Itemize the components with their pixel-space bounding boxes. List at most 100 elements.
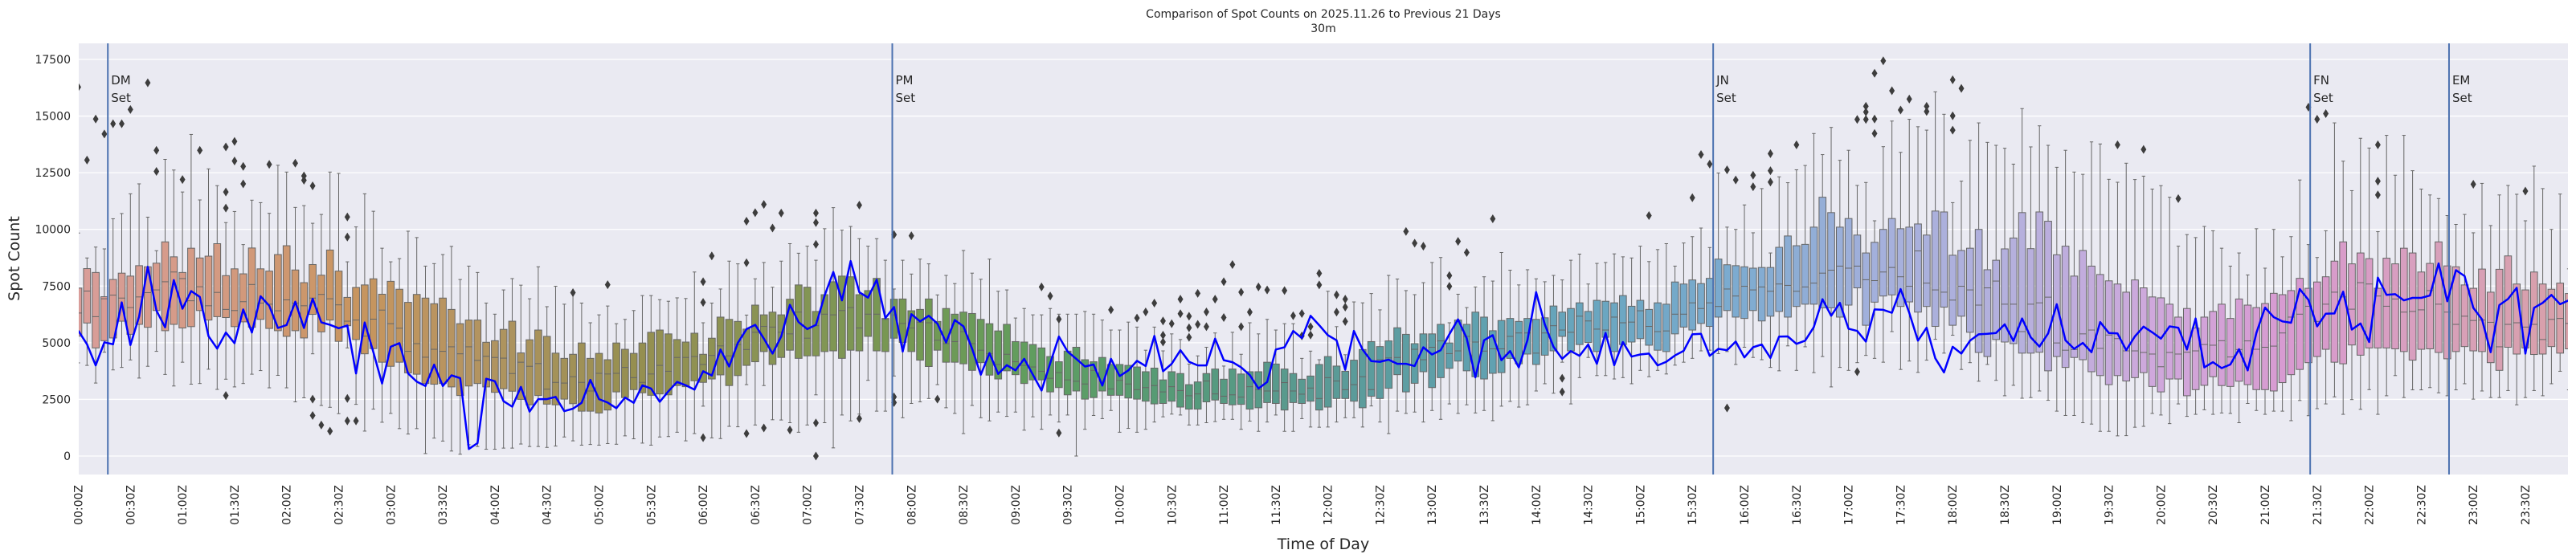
outlier-point: [301, 175, 307, 185]
box-iqr: [2113, 283, 2122, 377]
y-tick-label: 2500: [42, 393, 71, 406]
x-tick-label: 11:30Z: [1270, 485, 1283, 525]
x-tick-label: 19:30Z: [2104, 485, 2116, 525]
outlier-point: [2470, 180, 2476, 189]
outlier-point: [812, 239, 819, 249]
box-142: [1306, 350, 1315, 428]
box-242: [2174, 246, 2182, 405]
box-61: [603, 305, 612, 444]
y-tick-label: 5000: [42, 337, 71, 350]
box-iqr: [612, 342, 620, 393]
box-90: [855, 238, 864, 415]
event-label: PM: [896, 73, 914, 88]
outlier-point: [1924, 107, 1930, 116]
box-iqr: [1106, 364, 1115, 396]
box-iqr: [2312, 281, 2321, 357]
box-14: [195, 199, 204, 385]
box-iqr: [1142, 371, 1150, 402]
box-iqr: [2547, 288, 2556, 348]
box-16: [213, 185, 222, 390]
box-iqr: [412, 294, 421, 375]
box-240: [2157, 185, 2165, 416]
box-271: [2426, 194, 2435, 389]
box-229: [2061, 149, 2070, 416]
box-190: [1723, 226, 1732, 352]
x-tick-label: 18:30Z: [1999, 485, 2012, 525]
box-iqr: [92, 271, 100, 348]
box-47: [482, 302, 490, 450]
box-91: [864, 246, 873, 381]
outlier-point: [1767, 177, 1773, 187]
box-iqr: [525, 339, 534, 405]
box-215: [1940, 113, 1948, 354]
y-tick-labels: 0 2500 5000 7500 10000 12500 15000 17500: [35, 54, 71, 463]
box-30: [334, 173, 343, 414]
outlier-point: [1412, 238, 1418, 248]
box-248: [2226, 265, 2235, 414]
box-iqr: [491, 340, 499, 393]
box-iqr: [2391, 263, 2399, 349]
box-117: [1090, 313, 1098, 416]
outlier-point: [769, 223, 775, 233]
box-iqr: [1055, 361, 1063, 389]
outlier-point: [1282, 286, 1288, 295]
box-51: [517, 284, 525, 445]
box-iqr: [1610, 302, 1618, 352]
box-iqr: [1940, 211, 1948, 308]
box-269: [2408, 170, 2417, 391]
box-246: [2209, 230, 2218, 415]
outlier-point: [2374, 190, 2381, 200]
x-tick-label: 22:00Z: [2364, 485, 2377, 525]
x-tick-labels: 00:00Z 00:30Z 01:00Z 01:30Z 02:00Z 02:30Z 03:0…: [73, 485, 2533, 525]
outlier-point: [1342, 316, 1348, 326]
x-tick-label: 03:30Z: [437, 485, 450, 525]
outlier-point: [1490, 214, 1496, 223]
outlier-point: [812, 218, 819, 227]
box-110: [1028, 314, 1037, 417]
box-iqr: [1645, 308, 1654, 346]
outlier-point: [812, 418, 819, 428]
outlier-point: [743, 217, 750, 226]
box-iqr: [1072, 347, 1081, 392]
box-252: [2261, 267, 2269, 415]
box-165: [1506, 270, 1515, 402]
box-iqr: [2122, 291, 2131, 382]
box-235: [2113, 181, 2122, 437]
box-iqr: [1670, 281, 1679, 335]
box-174: [1584, 283, 1593, 358]
box-iqr: [187, 247, 195, 328]
box-iqr: [1948, 255, 1957, 326]
outlier-point: [1056, 314, 1062, 324]
box-iqr: [603, 359, 612, 411]
box-160: [1462, 307, 1471, 405]
box-196: [1775, 176, 1784, 372]
outlier-point: [1750, 170, 1756, 180]
box-iqr: [2070, 275, 2079, 358]
box-iqr: [638, 342, 647, 393]
box-89: [846, 226, 855, 422]
box-287: [2565, 268, 2568, 391]
outlier-point: [1298, 308, 1305, 318]
box-33: [361, 193, 369, 432]
box-iqr: [1766, 267, 1775, 317]
box-50: [508, 278, 517, 449]
box-iqr: [1028, 344, 1037, 381]
box-iqr: [2365, 258, 2374, 348]
box-39: [412, 237, 421, 430]
outlier-point: [1229, 259, 1236, 269]
box-iqr: [1601, 300, 1610, 338]
outlier-point: [1143, 307, 1149, 316]
outlier-point: [787, 426, 793, 435]
box-iqr: [2061, 246, 2070, 369]
outlier-point: [1159, 337, 1166, 347]
outlier-point: [1333, 308, 1339, 317]
box-217: [1957, 181, 1965, 370]
x-tick-label: 10:30Z: [1166, 485, 1179, 525]
x-tick-label: 00:00Z: [73, 485, 86, 525]
outlier-point: [1159, 331, 1166, 340]
outlier-point: [145, 78, 151, 88]
box-iqr: [1506, 318, 1515, 359]
x-tick-label: 21:00Z: [2259, 485, 2272, 525]
box-86: [820, 228, 829, 424]
box-iqr: [916, 308, 924, 361]
